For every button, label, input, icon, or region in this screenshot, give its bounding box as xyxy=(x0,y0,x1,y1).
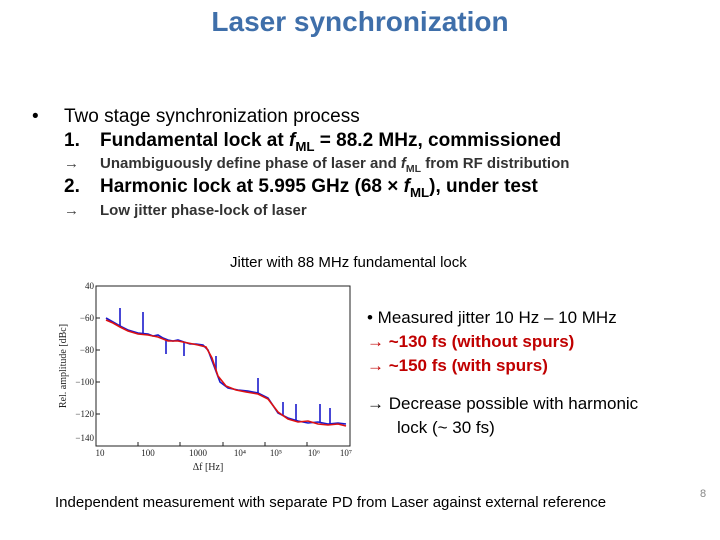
arrow-icon: → xyxy=(64,155,79,172)
main-bullet-text: Two stage synchronization process xyxy=(64,106,360,127)
plot-caption: Jitter with 88 MHz fundamental lock xyxy=(230,254,467,271)
y-tick-label: −60 xyxy=(80,313,95,323)
step-1-detail: Unambiguously define phase of laser and … xyxy=(100,155,570,175)
slide-title: Laser synchronization xyxy=(211,6,509,37)
x-tick-label: 10⁴ xyxy=(234,448,246,458)
note-measured-jitter: • Measured jitter 10 Hz – 10 MHz xyxy=(367,308,617,327)
note-without-spurs: → ~130 fs (without spurs) xyxy=(367,332,575,351)
x-tick-label: 10⁷ xyxy=(340,448,352,458)
y-tick-label: 40 xyxy=(85,281,95,291)
x-tick-label: 10⁶ xyxy=(308,448,320,458)
red-trace xyxy=(105,319,347,427)
step-2-number: 2. xyxy=(64,176,80,197)
y-axis-label: Rel. amplitude [dBc] xyxy=(58,324,69,408)
step-2-detail: Low jitter phase-lock of laser xyxy=(100,202,307,219)
step-2-text: Harmonic lock at 5.995 GHz (68 × fML), u… xyxy=(100,176,538,200)
x-axis-label: Δf [Hz] xyxy=(193,462,224,473)
jitter-notes: • Measured jitter 10 Hz – 10 MHz → ~130 … xyxy=(367,306,638,440)
page-number: 8 xyxy=(700,488,707,500)
x-tick-label: 10⁵ xyxy=(270,448,282,458)
phase-noise-plot: 40 −60 −80 −100 −120 −140 10 100 1000 10… xyxy=(58,278,358,476)
blue-spurs xyxy=(119,308,331,424)
note-decrease-line1: → Decrease possible with harmonic xyxy=(367,394,639,413)
y-tick-label: −80 xyxy=(80,345,95,355)
footer-note: Independent measurement with separate PD… xyxy=(55,494,607,511)
bullet-dot: • xyxy=(32,106,39,127)
y-tick-label: −140 xyxy=(75,433,94,443)
y-tick-label: −100 xyxy=(75,377,94,387)
note-with-spurs: → ~150 fs (with spurs) xyxy=(367,356,548,375)
step-1-text: Fundamental lock at fML = 88.2 MHz, comm… xyxy=(100,130,562,154)
y-tick-label: −120 xyxy=(75,409,94,419)
x-tick-label: 1000 xyxy=(189,448,208,458)
x-tick-label: 100 xyxy=(141,448,155,458)
note-decrease-line2: lock (~ 30 fs) xyxy=(397,418,495,437)
arrow-icon: → xyxy=(64,202,79,219)
step-1-number: 1. xyxy=(64,130,80,151)
x-tick-label: 10 xyxy=(96,448,106,458)
